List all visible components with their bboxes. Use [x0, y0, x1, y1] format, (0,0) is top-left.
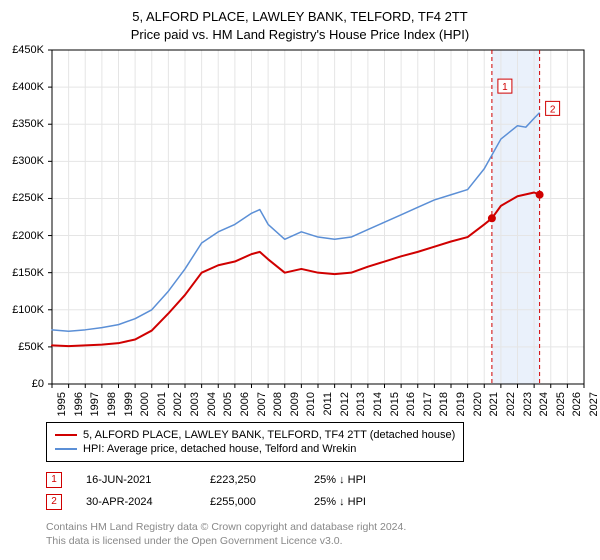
x-tick-label: 2025	[555, 392, 567, 416]
x-tick-label: 2002	[172, 392, 184, 416]
sale-date: 30-APR-2024	[86, 496, 186, 508]
sale-row: 2 30-APR-2024 £255,000 25% ↓ HPI	[46, 494, 366, 510]
x-tick-label: 2015	[389, 392, 401, 416]
sales-table: 1 16-JUN-2021 £223,250 25% ↓ HPI 2 30-APR-202…	[46, 466, 366, 516]
legend-label: 5, ALFORD PLACE, LAWLEY BANK, TELFORD, T…	[83, 429, 455, 441]
svg-text:2: 2	[550, 104, 556, 115]
sale-marker: 2	[46, 494, 62, 510]
x-tick-label: 1999	[123, 392, 135, 416]
x-tick-label: 2026	[571, 392, 583, 416]
x-tick-label: 2022	[505, 392, 517, 416]
legend-label: HPI: Average price, detached house, Telf…	[83, 443, 356, 455]
y-tick-label: £50K	[0, 341, 44, 353]
x-tick-label: 1998	[106, 392, 118, 416]
x-tick-label: 2014	[372, 392, 384, 416]
sale-marker: 1	[46, 472, 62, 488]
x-tick-label: 1996	[73, 392, 85, 416]
x-tick-label: 2024	[538, 392, 550, 416]
x-tick-label: 2018	[438, 392, 450, 416]
y-tick-label: £350K	[0, 118, 44, 130]
y-tick-label: £200K	[0, 230, 44, 242]
sale-price: £223,250	[210, 474, 290, 486]
x-tick-label: 1997	[89, 392, 101, 416]
x-tick-label: 2012	[339, 392, 351, 416]
svg-text:1: 1	[502, 82, 508, 93]
x-tick-label: 2020	[472, 392, 484, 416]
x-tick-label: 2005	[222, 392, 234, 416]
x-tick-label: 1995	[56, 392, 68, 416]
x-tick-label: 2021	[488, 392, 500, 416]
x-tick-label: 2009	[289, 392, 301, 416]
x-tick-label: 2013	[355, 392, 367, 416]
legend-item: 5, ALFORD PLACE, LAWLEY BANK, TELFORD, T…	[55, 429, 455, 441]
x-tick-label: 2001	[156, 392, 168, 416]
x-tick-label: 2008	[272, 392, 284, 416]
sale-delta: 25% ↓ HPI	[314, 496, 366, 508]
y-tick-label: £250K	[0, 192, 44, 204]
legend: 5, ALFORD PLACE, LAWLEY BANK, TELFORD, T…	[46, 422, 464, 462]
x-tick-label: 2027	[588, 392, 600, 416]
sale-date: 16-JUN-2021	[86, 474, 186, 486]
x-tick-label: 2004	[206, 392, 218, 416]
attribution-line2: This data is licensed under the Open Gov…	[46, 534, 406, 548]
y-tick-label: £400K	[0, 81, 44, 93]
x-tick-label: 2011	[322, 392, 334, 416]
sale-price: £255,000	[210, 496, 290, 508]
figure: 5, ALFORD PLACE, LAWLEY BANK, TELFORD, T…	[0, 0, 600, 560]
x-tick-label: 2010	[305, 392, 317, 416]
x-tick-label: 2007	[256, 392, 268, 416]
y-tick-label: £300K	[0, 155, 44, 167]
x-tick-label: 2019	[455, 392, 467, 416]
y-tick-label: £450K	[0, 44, 44, 56]
x-tick-label: 2023	[522, 392, 534, 416]
x-tick-label: 2006	[239, 392, 251, 416]
sale-delta: 25% ↓ HPI	[314, 474, 366, 486]
legend-item: HPI: Average price, detached house, Telf…	[55, 443, 455, 455]
y-tick-label: £100K	[0, 304, 44, 316]
x-tick-label: 2016	[405, 392, 417, 416]
sale-row: 1 16-JUN-2021 £223,250 25% ↓ HPI	[46, 472, 366, 488]
y-tick-label: £0	[0, 378, 44, 390]
legend-swatch	[55, 448, 77, 450]
attribution: Contains HM Land Registry data © Crown c…	[46, 520, 406, 548]
x-tick-label: 2003	[189, 392, 201, 416]
x-tick-label: 2017	[422, 392, 434, 416]
y-tick-label: £150K	[0, 267, 44, 279]
x-tick-label: 2000	[139, 392, 151, 416]
legend-swatch	[55, 434, 77, 436]
attribution-line1: Contains HM Land Registry data © Crown c…	[46, 520, 406, 534]
